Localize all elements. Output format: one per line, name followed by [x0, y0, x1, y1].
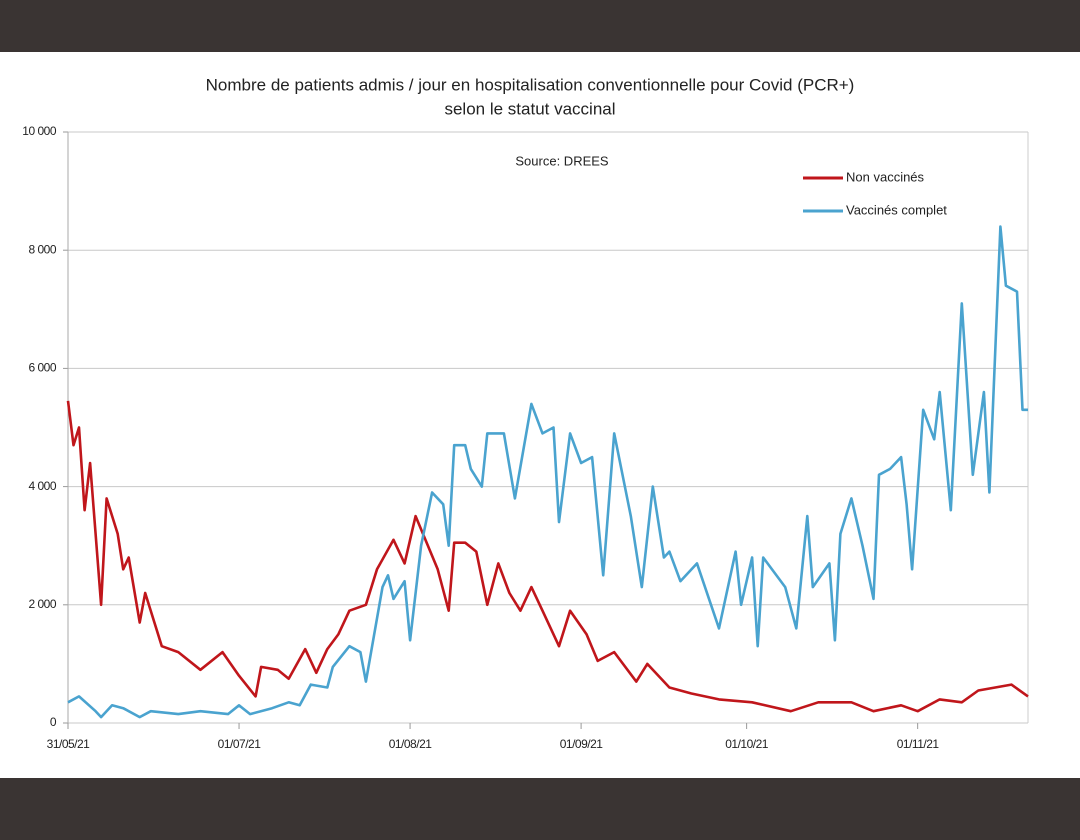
x-tick-label: 01/07/21 — [218, 737, 262, 751]
y-tick-label: 8 000 — [28, 242, 56, 256]
y-tick-label: 6 000 — [28, 361, 56, 375]
x-tick-label: 01/10/21 — [725, 737, 769, 751]
y-tick-label: 2 000 — [28, 597, 56, 611]
x-tick-label: 01/08/21 — [389, 737, 433, 751]
x-tick-label: 01/11/21 — [897, 737, 940, 751]
legend-label: Vaccinés complet — [846, 202, 947, 217]
chart-title: Nombre de patients admis / jour en hospi… — [206, 75, 855, 94]
x-tick-label: 01/09/21 — [560, 737, 604, 751]
series-line — [66, 400, 1029, 713]
x-tick-label: 31/05/21 — [47, 737, 91, 751]
y-tick-label: 0 — [50, 715, 57, 729]
annotation: Source: DREES — [515, 153, 609, 168]
series-line — [67, 225, 1028, 719]
chart-title: selon le statut vaccinal — [444, 99, 615, 118]
y-tick-label: 4 000 — [28, 479, 56, 493]
chart-background — [0, 52, 1080, 778]
legend-label: Non vaccinés — [846, 169, 925, 184]
y-tick-label: 10 000 — [22, 124, 57, 138]
